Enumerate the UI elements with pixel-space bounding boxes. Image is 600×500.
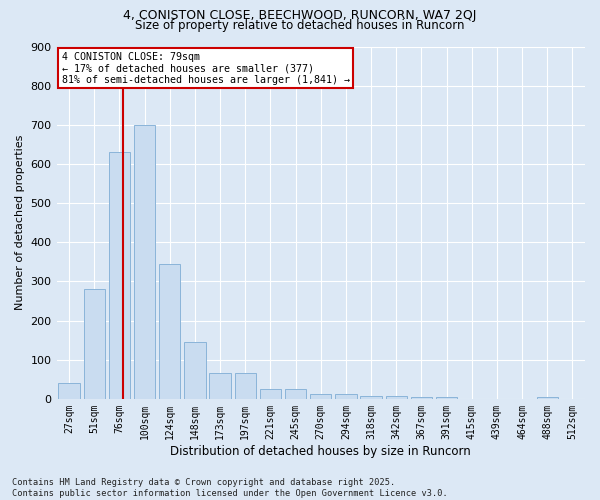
X-axis label: Distribution of detached houses by size in Runcorn: Distribution of detached houses by size … xyxy=(170,444,471,458)
Bar xyxy=(411,397,432,399)
Bar xyxy=(536,397,558,399)
Y-axis label: Number of detached properties: Number of detached properties xyxy=(15,135,25,310)
Bar xyxy=(310,394,331,399)
Bar xyxy=(83,289,105,399)
Bar xyxy=(361,396,382,399)
Bar xyxy=(436,397,457,399)
Bar xyxy=(235,374,256,399)
Text: Contains HM Land Registry data © Crown copyright and database right 2025.
Contai: Contains HM Land Registry data © Crown c… xyxy=(12,478,448,498)
Bar xyxy=(260,389,281,399)
Bar xyxy=(109,152,130,399)
Bar xyxy=(335,394,356,399)
Bar xyxy=(184,342,206,399)
Text: 4 CONISTON CLOSE: 79sqm
← 17% of detached houses are smaller (377)
81% of semi-d: 4 CONISTON CLOSE: 79sqm ← 17% of detache… xyxy=(62,52,350,85)
Bar xyxy=(58,383,80,399)
Bar xyxy=(285,389,307,399)
Text: Size of property relative to detached houses in Runcorn: Size of property relative to detached ho… xyxy=(135,19,465,32)
Bar xyxy=(134,125,155,399)
Bar xyxy=(209,374,231,399)
Bar xyxy=(159,264,181,399)
Bar xyxy=(386,396,407,399)
Text: 4, CONISTON CLOSE, BEECHWOOD, RUNCORN, WA7 2QJ: 4, CONISTON CLOSE, BEECHWOOD, RUNCORN, W… xyxy=(124,9,476,22)
